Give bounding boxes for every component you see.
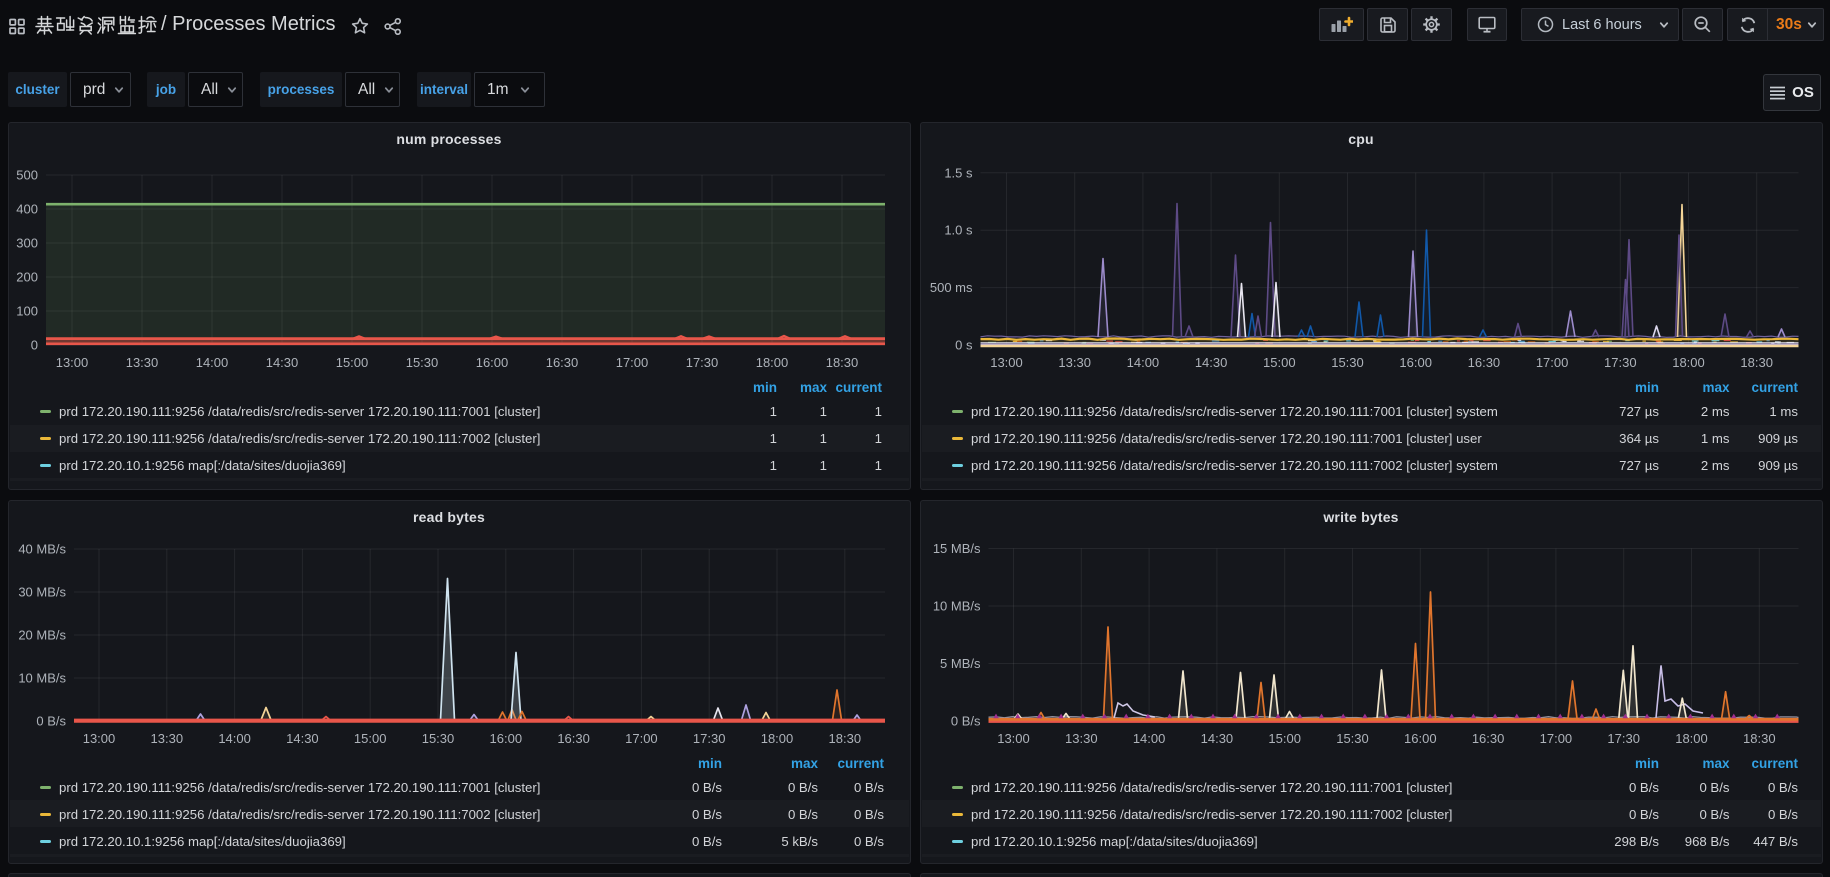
svg-text:18:00: 18:00 bbox=[756, 355, 789, 370]
svg-text:18:30: 18:30 bbox=[1743, 731, 1776, 746]
svg-text:15:00: 15:00 bbox=[1263, 355, 1296, 370]
svg-text:17:00: 17:00 bbox=[1536, 355, 1569, 370]
svg-text:14:00: 14:00 bbox=[196, 355, 229, 370]
svg-text:17:00: 17:00 bbox=[625, 731, 658, 746]
svg-text:16:30: 16:30 bbox=[557, 731, 590, 746]
svg-text:500: 500 bbox=[16, 168, 38, 183]
svg-text:15:30: 15:30 bbox=[1331, 355, 1364, 370]
svg-text:17:00: 17:00 bbox=[1540, 731, 1573, 746]
svg-text:13:00: 13:00 bbox=[997, 731, 1030, 746]
svg-text:14:30: 14:30 bbox=[286, 731, 319, 746]
svg-text:17:30: 17:30 bbox=[1604, 355, 1637, 370]
svg-text:14:30: 14:30 bbox=[1195, 355, 1228, 370]
svg-text:0 B/s: 0 B/s bbox=[36, 714, 66, 729]
svg-text:13:00: 13:00 bbox=[56, 355, 89, 370]
svg-text:15:30: 15:30 bbox=[406, 355, 439, 370]
svg-text:200: 200 bbox=[16, 270, 38, 285]
svg-text:17:30: 17:30 bbox=[1607, 731, 1640, 746]
svg-text:13:30: 13:30 bbox=[126, 355, 159, 370]
svg-text:13:30: 13:30 bbox=[1058, 355, 1091, 370]
svg-text:400: 400 bbox=[16, 202, 38, 217]
svg-text:0: 0 bbox=[31, 338, 38, 353]
svg-text:16:30: 16:30 bbox=[1468, 355, 1501, 370]
svg-text:13:30: 13:30 bbox=[1065, 731, 1098, 746]
svg-text:16:00: 16:00 bbox=[476, 355, 509, 370]
svg-text:0 B/s: 0 B/s bbox=[951, 714, 981, 729]
svg-text:14:30: 14:30 bbox=[1201, 731, 1234, 746]
svg-text:18:30: 18:30 bbox=[829, 731, 862, 746]
svg-text:14:00: 14:00 bbox=[218, 731, 251, 746]
svg-text:15:30: 15:30 bbox=[1336, 731, 1369, 746]
svg-text:1.5 s: 1.5 s bbox=[944, 165, 973, 180]
svg-text:13:00: 13:00 bbox=[990, 355, 1023, 370]
svg-text:17:30: 17:30 bbox=[686, 355, 719, 370]
svg-text:5 MB/s: 5 MB/s bbox=[940, 656, 981, 671]
svg-text:15:00: 15:00 bbox=[1268, 731, 1301, 746]
svg-text:0 s: 0 s bbox=[955, 338, 973, 353]
svg-text:13:30: 13:30 bbox=[151, 731, 184, 746]
svg-text:18:00: 18:00 bbox=[1672, 355, 1705, 370]
svg-text:14:00: 14:00 bbox=[1133, 731, 1166, 746]
svg-text:500 ms: 500 ms bbox=[930, 280, 973, 295]
svg-text:14:30: 14:30 bbox=[266, 355, 299, 370]
svg-text:16:00: 16:00 bbox=[1404, 731, 1437, 746]
svg-text:300: 300 bbox=[16, 236, 38, 251]
svg-text:100: 100 bbox=[16, 304, 38, 319]
svg-text:16:00: 16:00 bbox=[490, 731, 523, 746]
svg-text:16:30: 16:30 bbox=[546, 355, 579, 370]
svg-text:15:00: 15:00 bbox=[354, 731, 387, 746]
svg-text:16:00: 16:00 bbox=[1399, 355, 1432, 370]
svg-text:30 MB/s: 30 MB/s bbox=[18, 585, 66, 600]
svg-text:14:00: 14:00 bbox=[1127, 355, 1160, 370]
svg-text:16:30: 16:30 bbox=[1472, 731, 1505, 746]
svg-text:10 MB/s: 10 MB/s bbox=[18, 671, 66, 686]
svg-text:15:00: 15:00 bbox=[336, 355, 369, 370]
svg-text:10 MB/s: 10 MB/s bbox=[933, 599, 981, 614]
svg-text:40 MB/s: 40 MB/s bbox=[18, 542, 66, 557]
svg-text:18:30: 18:30 bbox=[1740, 355, 1773, 370]
svg-text:15 MB/s: 15 MB/s bbox=[933, 541, 981, 556]
svg-text:18:00: 18:00 bbox=[1675, 731, 1708, 746]
svg-text:17:30: 17:30 bbox=[693, 731, 726, 746]
svg-text:1.0 s: 1.0 s bbox=[944, 223, 973, 238]
svg-text:18:00: 18:00 bbox=[761, 731, 794, 746]
svg-text:15:30: 15:30 bbox=[422, 731, 455, 746]
svg-text:20 MB/s: 20 MB/s bbox=[18, 628, 66, 643]
svg-text:13:00: 13:00 bbox=[83, 731, 116, 746]
svg-text:17:00: 17:00 bbox=[616, 355, 649, 370]
svg-text:18:30: 18:30 bbox=[826, 355, 859, 370]
